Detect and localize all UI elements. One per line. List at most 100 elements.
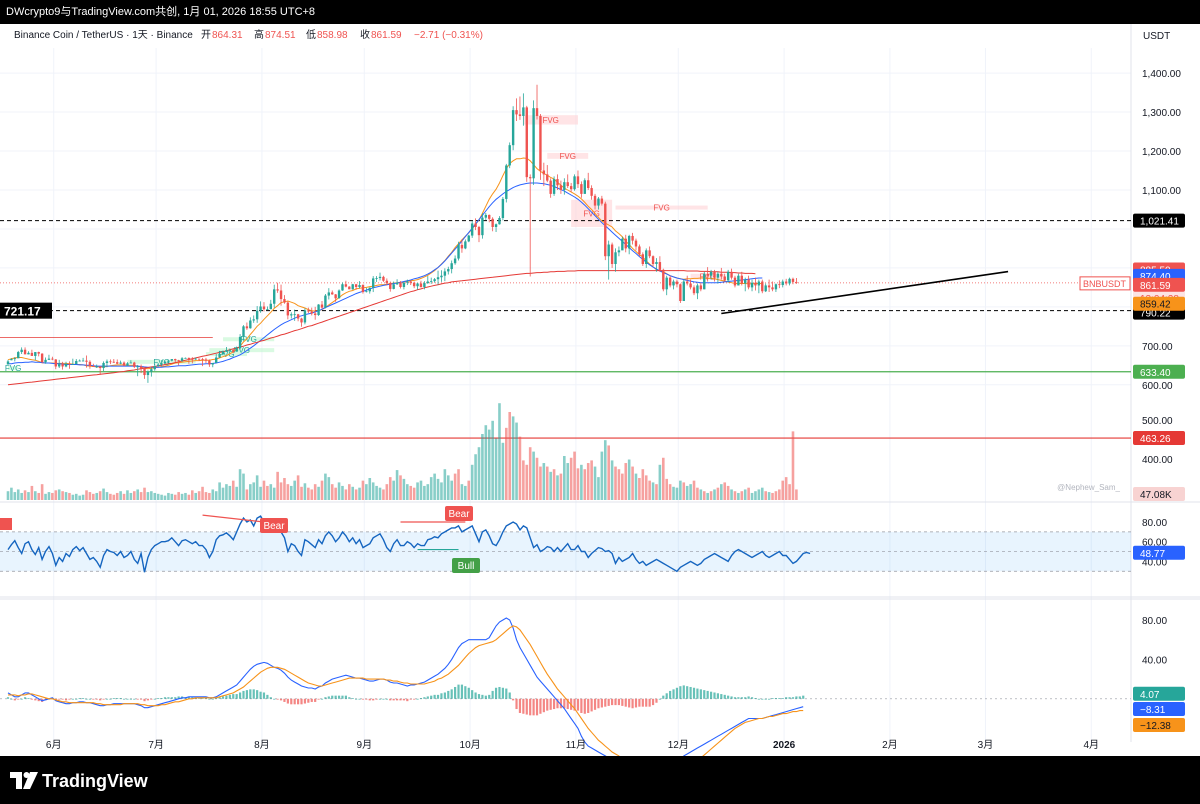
macd-histogram-bar [440,693,443,699]
volume-bar [109,493,112,500]
macd-histogram-bar [733,697,737,699]
macd-histogram-bar [481,694,484,699]
macd-histogram-bar [78,698,81,699]
volume-bar [368,478,372,500]
chart-background [0,24,1200,756]
candle-body [634,240,638,247]
candle-body [351,284,354,290]
volume-bar [515,422,518,500]
candle-body [696,285,699,294]
candle-body [419,283,423,287]
candle-body [40,353,44,363]
macd-histogram-bar [61,698,64,700]
time-tick-label: 3月 [978,739,994,751]
candle-body [484,214,488,218]
volume-bar [539,466,542,500]
tradingview-logo-icon[interactable]: TradingView [10,768,180,794]
macd-histogram-bar [573,698,576,711]
volume-bar [754,491,757,500]
volume-bar [167,492,170,500]
volume-bar [119,491,122,500]
volume-bar [501,442,505,500]
macd-histogram-bar [467,687,470,699]
candle-body [133,362,136,367]
price-tag-label: 874.40 [1140,272,1171,283]
macd-histogram-bar [720,694,723,699]
candle-body [191,359,194,360]
price-tag-label: 1,021.41 [1140,217,1179,228]
volume-bar [610,460,614,500]
candlesticks [6,84,798,383]
macd-histogram-bar [10,698,13,700]
macd-histogram-bar [488,694,491,699]
divergence-annotations: Bear Bear Bull [0,506,480,573]
candle-body [20,349,23,353]
macd-histogram-bar [327,696,330,699]
candle-body [334,294,337,299]
rsi-edge-marker [0,518,12,530]
candle-body [81,360,85,362]
volume-bar [307,487,310,500]
macd-histogram-bar [614,698,617,706]
macd-histogram-bar [119,698,122,699]
candle-body [242,326,245,337]
candle-body [180,358,184,361]
candle-body [156,364,160,367]
volume-bar [658,464,662,500]
macd-histogram-bar [512,698,515,701]
candle-body [627,235,631,249]
macd-histogram-bar [549,698,552,710]
volume-bar [385,484,389,500]
candle-body [402,282,406,287]
macd-histogram-bar [522,698,525,714]
macd-histogram-bar [317,698,320,700]
candle-body [273,289,276,304]
macd-histogram-bar [508,692,511,699]
candle-body [382,276,385,281]
candle-body [337,290,341,299]
macd-histogram-bar [621,698,624,706]
macd-histogram-bar [727,695,730,699]
candle-body [453,258,457,264]
macd-histogram-bar [204,698,208,699]
watermark-text: @Nephew_Sam_ [1057,483,1120,492]
macd-histogram-bar [628,698,631,708]
candle-body [197,358,201,360]
macd-histogram-bar [286,698,289,704]
volume-bar [64,492,68,500]
macd-histogram-bar [559,698,563,709]
candle-body [784,281,788,284]
trendline[interactable] [721,270,1009,315]
price-tag [1133,277,1185,292]
volume-bar [74,493,78,500]
annotation-badge [452,558,480,573]
volume-bar [433,473,436,500]
macd-histogram-bar [471,690,474,699]
volume-bar [160,494,163,500]
candle-body [10,359,13,361]
volume-bar [723,482,727,500]
volume-bar [126,490,129,500]
candle-body [105,361,109,363]
macd-histogram-bar [679,686,682,699]
candle-body [494,224,498,227]
macd-histogram-bar [638,698,641,707]
candle-body [651,256,655,265]
time-tick-label: 4月 [1083,739,1099,751]
macd-histogram-bar [709,691,713,699]
volume-bar [730,489,733,500]
fvg-zone [8,366,19,371]
macd-histogram-bar [307,698,310,703]
volume-bar [638,478,641,500]
candle-body [573,176,576,190]
rsi-tick-label: 40.00 [1142,557,1167,568]
candle-body [685,281,689,284]
volume-bar [795,489,798,500]
candle-body [317,304,320,316]
volume-bar [382,489,385,500]
close-value: 861.59 [371,30,402,41]
candle-body [771,287,774,290]
macd-histogram-bar [99,698,102,701]
candle-body [112,361,116,363]
